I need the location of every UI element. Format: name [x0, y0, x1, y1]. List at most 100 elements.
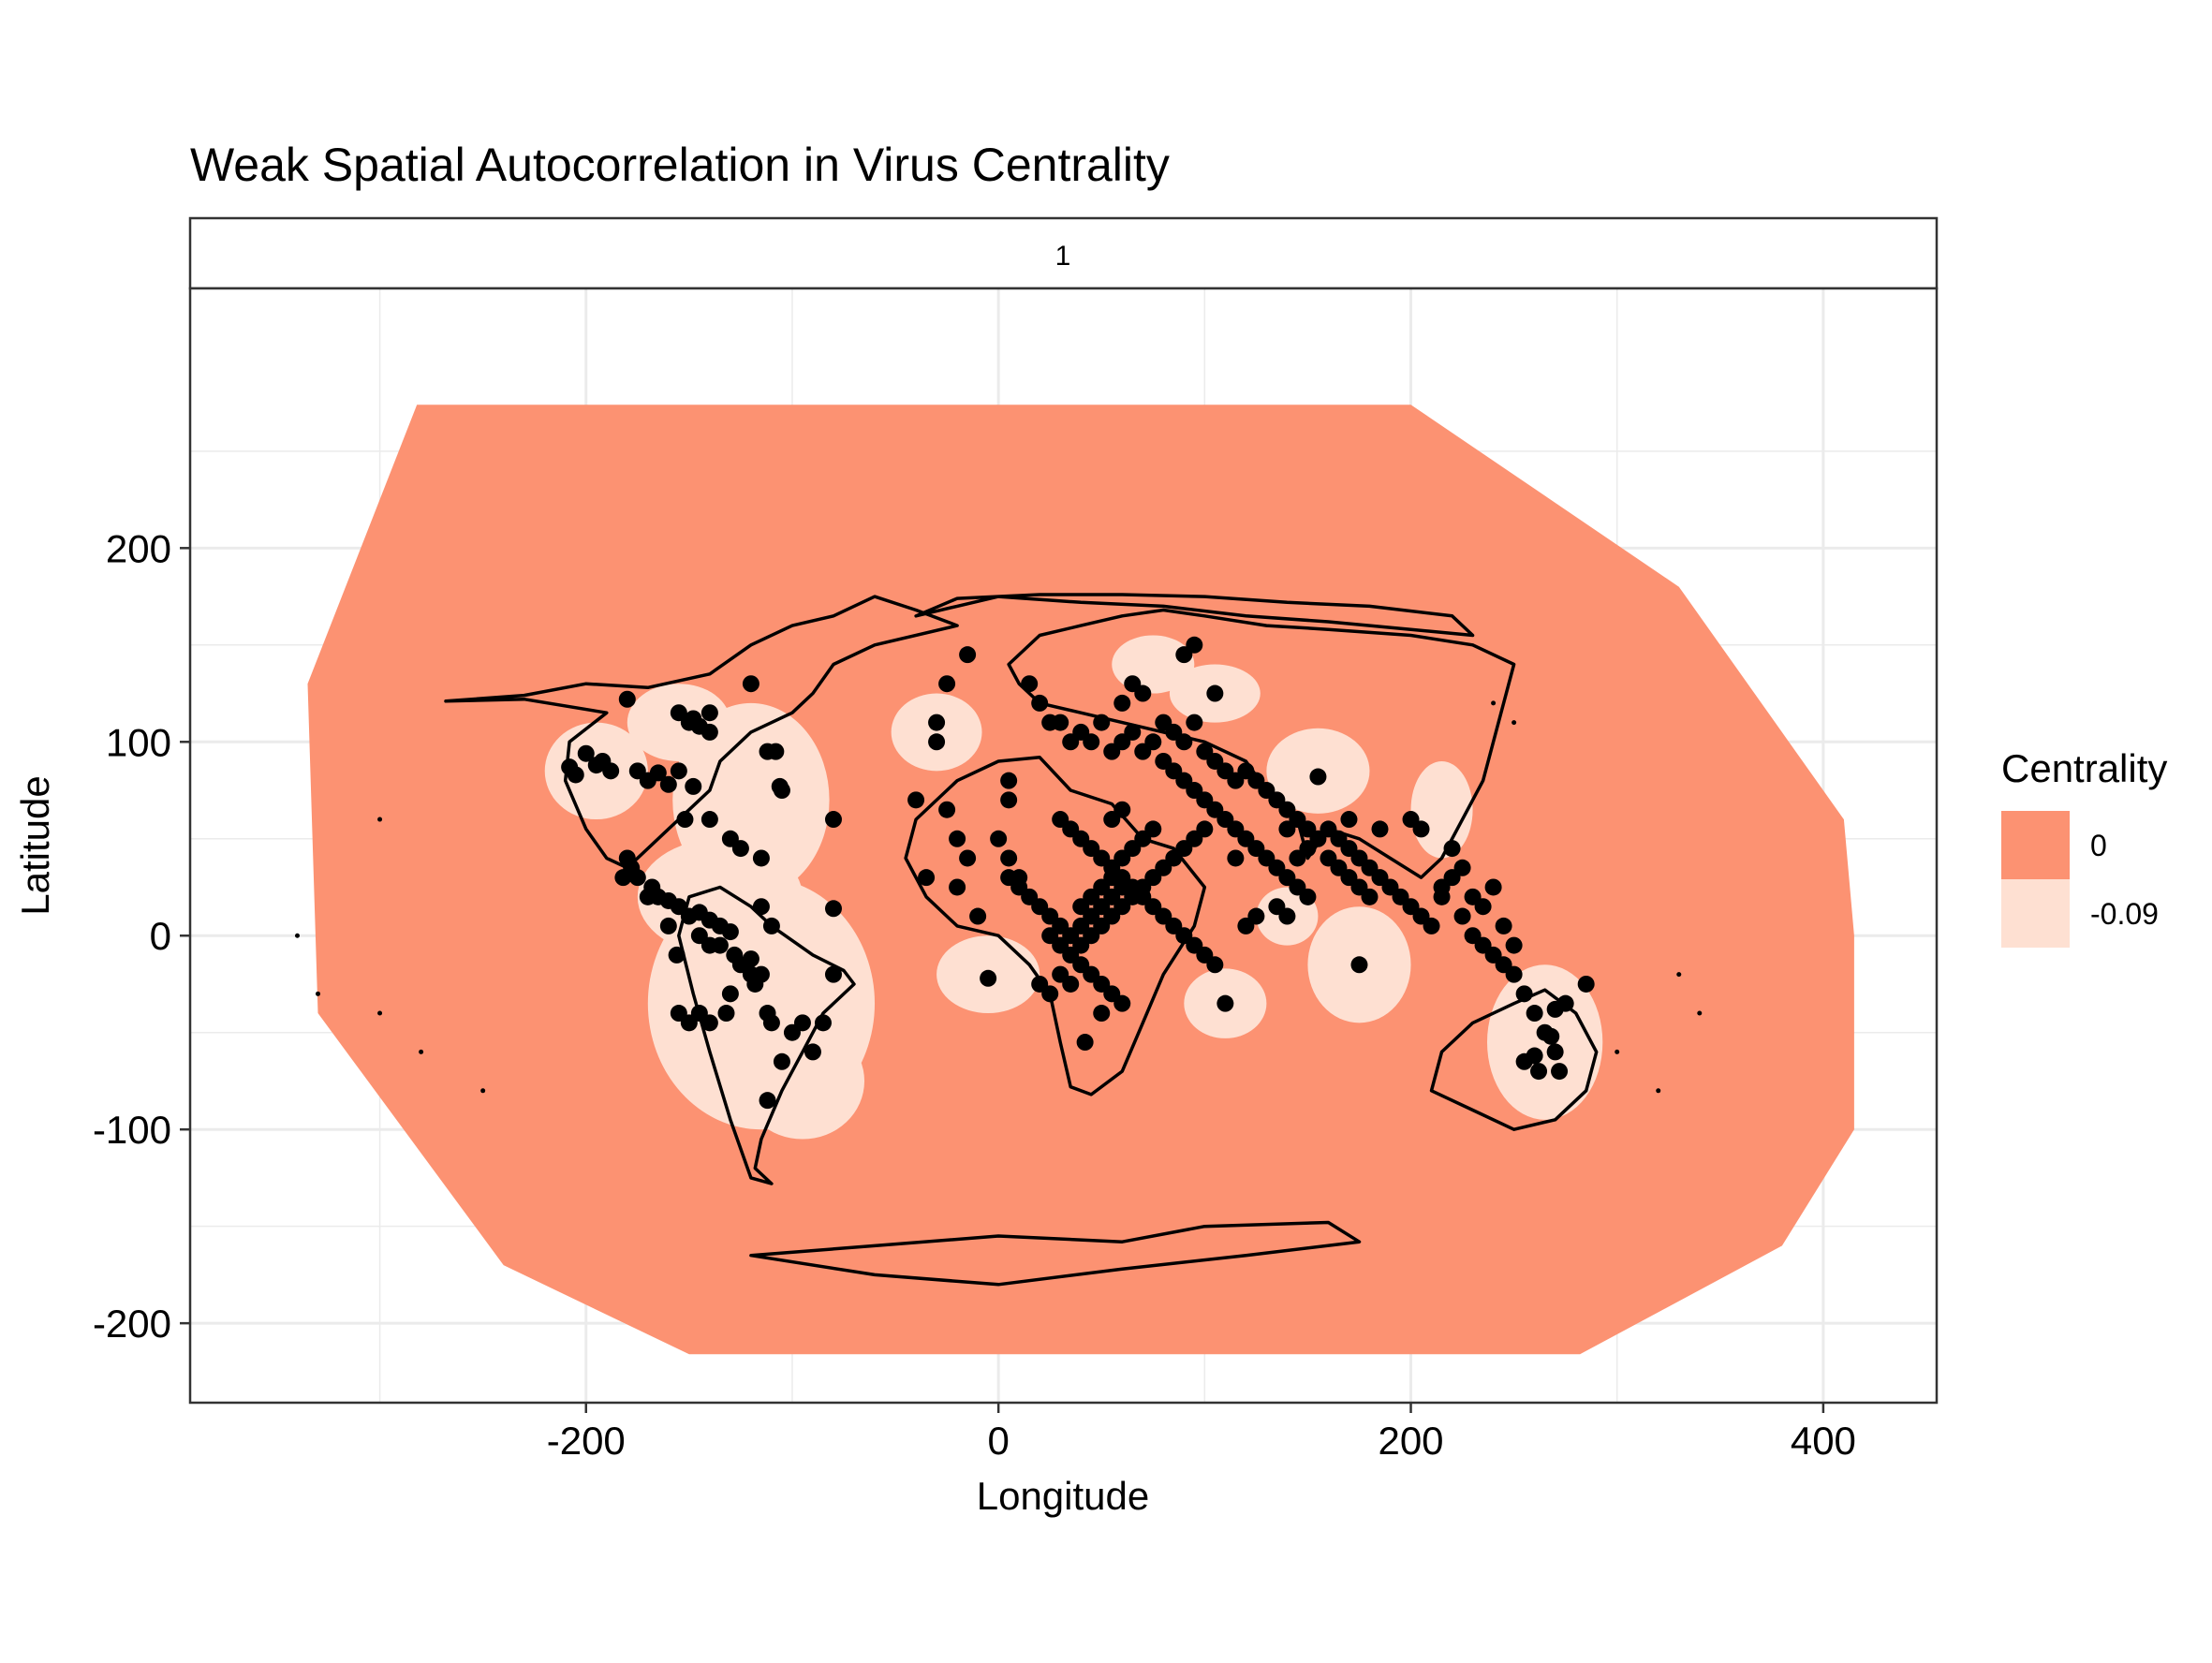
island-mark [419, 1049, 424, 1054]
coastline-0 [444, 595, 959, 870]
data-point [1515, 985, 1533, 1003]
data-point [1144, 733, 1162, 751]
data-point [1000, 869, 1018, 887]
data-point [1062, 975, 1080, 993]
island-mark [1491, 700, 1497, 706]
data-point [928, 714, 946, 731]
data-point [938, 675, 956, 693]
data-point [670, 762, 687, 780]
surface-low-zone [891, 693, 982, 772]
data-point [567, 766, 584, 784]
data-point [614, 869, 632, 887]
data-point [814, 1014, 832, 1032]
data-point [1309, 768, 1327, 786]
data-point [700, 811, 718, 829]
data-point [676, 811, 694, 829]
data-point [762, 917, 780, 935]
data-point [1000, 791, 1018, 809]
data-point [1350, 956, 1368, 974]
data-point [1031, 694, 1049, 712]
legend-title: Centrality [2001, 746, 2167, 790]
data-point [1124, 723, 1142, 741]
coastline-3 [1007, 608, 1516, 879]
data-point [959, 646, 977, 664]
y-axis-title: Latitude [13, 775, 57, 915]
data-point [1093, 714, 1111, 731]
coastline-4 [914, 593, 1475, 638]
island-mark [377, 817, 383, 822]
legend-key-1 [2001, 879, 2070, 948]
data-point [721, 923, 739, 941]
data-point [1021, 675, 1039, 693]
x-tick-label: 0 [987, 1419, 1009, 1463]
data-point [742, 950, 759, 968]
data-point [1577, 975, 1595, 993]
data-point [1530, 1063, 1548, 1081]
data-point [773, 782, 790, 800]
data-point [1443, 840, 1461, 858]
data-point [1484, 878, 1502, 896]
coastline-5 [1429, 988, 1599, 1131]
data-point [668, 946, 686, 964]
chart-title: Weak Spatial Autocorrelation in Virus Ce… [190, 139, 1170, 191]
coastline-6 [749, 1220, 1362, 1287]
data-point [680, 1014, 698, 1032]
data-point [1278, 907, 1296, 925]
legend-label-1: -0.09 [2090, 897, 2159, 931]
data-point [980, 969, 997, 987]
y-tick-label: -100 [93, 1108, 171, 1152]
data-point [752, 849, 770, 867]
data-point [1113, 801, 1131, 818]
data-point [649, 764, 667, 782]
data-point [1093, 1005, 1111, 1023]
data-point [1526, 1005, 1543, 1023]
data-point [1217, 994, 1234, 1012]
data-point [938, 801, 956, 818]
data-point [685, 777, 702, 795]
y-tick-label: 100 [106, 720, 171, 764]
coastline-2 [904, 756, 1207, 1096]
legend-key-0 [2001, 811, 2070, 879]
data-point [700, 723, 718, 741]
data-point [1052, 714, 1069, 731]
data-point [1144, 820, 1162, 838]
island-mark [316, 991, 321, 996]
data-point [1278, 820, 1296, 838]
y-tick-label: 200 [106, 526, 171, 570]
data-point [1113, 994, 1131, 1012]
data-point [759, 743, 776, 760]
data-point [1186, 636, 1203, 654]
data-point [1000, 849, 1018, 867]
data-point [1474, 898, 1492, 916]
data-point [918, 869, 936, 887]
data-point [1206, 956, 1224, 974]
data-point [773, 1052, 790, 1070]
data-point [1227, 849, 1245, 867]
data-point [907, 791, 925, 809]
data-point [1361, 888, 1379, 905]
data-point [928, 733, 946, 751]
data-point [824, 900, 842, 918]
data-point [742, 675, 759, 693]
data-point [659, 775, 677, 793]
legend-label-0: 0 [2090, 829, 2107, 862]
island-mark [1697, 1010, 1703, 1016]
data-point [700, 704, 718, 722]
x-tick-label: 400 [1791, 1419, 1856, 1463]
data-point [752, 898, 770, 916]
data-point [639, 888, 656, 905]
y-axis: 200 100 0 -100 -200 [93, 526, 190, 1346]
data-point [659, 917, 677, 935]
data-point [959, 849, 977, 867]
data-point [824, 965, 842, 983]
data-point [1453, 907, 1471, 925]
island-mark [1615, 1049, 1620, 1054]
island-mark [1512, 720, 1517, 726]
data-point [1134, 684, 1152, 702]
data-point [949, 830, 966, 847]
panel-border [188, 287, 1939, 1405]
data-point [602, 762, 620, 780]
surface-low-zone [627, 684, 730, 761]
